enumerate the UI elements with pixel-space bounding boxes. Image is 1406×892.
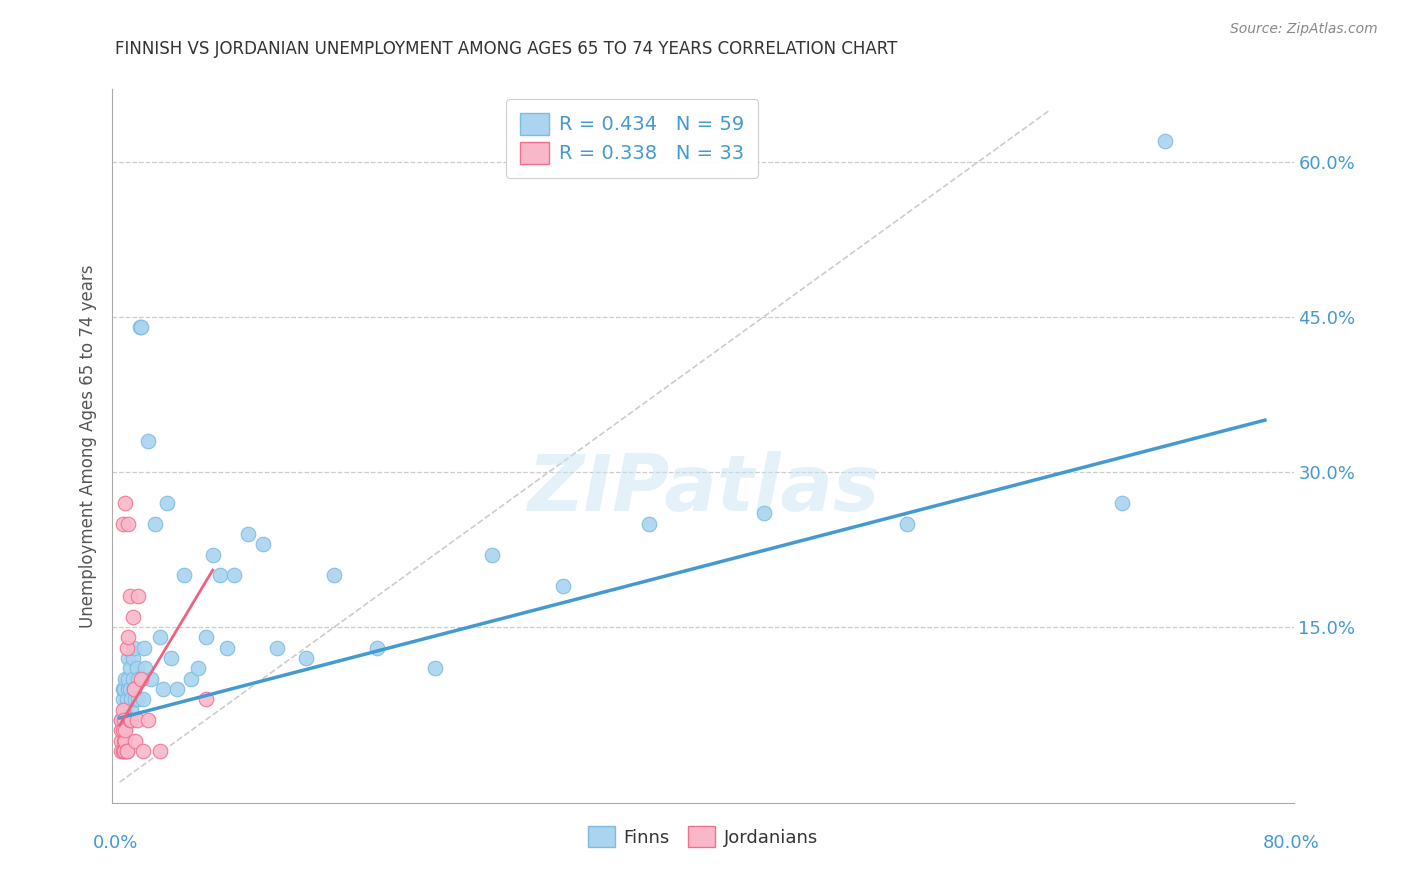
Point: [128, 320, 150, 334]
Point: [120, 713, 142, 727]
Text: 80.0%: 80.0%: [1263, 834, 1319, 852]
Point: [127, 692, 149, 706]
Point: [112, 713, 135, 727]
Point: [132, 640, 155, 655]
Point: [118, 681, 141, 696]
Point: [112, 744, 135, 758]
Point: [115, 744, 138, 758]
Point: [180, 672, 202, 686]
Point: [124, 692, 146, 706]
Point: [115, 692, 138, 706]
Point: [118, 589, 141, 603]
Point: [366, 640, 388, 655]
Point: [110, 744, 132, 758]
Point: [194, 692, 217, 706]
Point: [553, 579, 575, 593]
Text: ZIPatlas: ZIPatlas: [527, 450, 879, 527]
Point: [149, 744, 172, 758]
Point: [127, 672, 149, 686]
Point: [110, 713, 132, 727]
Point: [118, 661, 141, 675]
Point: [115, 713, 138, 727]
Point: [110, 723, 132, 738]
Point: [294, 651, 316, 665]
Point: [134, 661, 156, 675]
Point: [117, 651, 139, 665]
Y-axis label: Unemployment Among Ages 65 to 74 years: Unemployment Among Ages 65 to 74 years: [79, 264, 97, 628]
Point: [1111, 496, 1133, 510]
Point: [752, 506, 775, 520]
Point: [114, 723, 136, 738]
Point: [121, 651, 143, 665]
Point: [111, 703, 134, 717]
Point: [266, 640, 288, 655]
Point: [122, 681, 145, 696]
Point: [638, 516, 661, 531]
Point: [114, 703, 136, 717]
Point: [145, 516, 167, 531]
Point: [166, 681, 188, 696]
Point: [139, 672, 162, 686]
Point: [194, 630, 217, 644]
Point: [129, 672, 152, 686]
Point: [111, 516, 134, 531]
Point: [114, 672, 136, 686]
Point: [121, 609, 143, 624]
Point: [122, 640, 145, 655]
Point: [112, 713, 135, 727]
Point: [136, 434, 159, 448]
Point: [136, 713, 159, 727]
Point: [149, 630, 172, 644]
Point: [125, 661, 148, 675]
Text: Source: ZipAtlas.com: Source: ZipAtlas.com: [1230, 22, 1378, 37]
Point: [156, 496, 179, 510]
Point: [115, 744, 138, 758]
Point: [112, 733, 135, 747]
Point: [323, 568, 346, 582]
Point: [238, 527, 260, 541]
Text: FINNISH VS JORDANIAN UNEMPLOYMENT AMONG AGES 65 TO 74 YEARS CORRELATION CHART: FINNISH VS JORDANIAN UNEMPLOYMENT AMONG …: [115, 40, 897, 58]
Point: [215, 640, 238, 655]
Point: [112, 744, 135, 758]
Text: 0.0%: 0.0%: [93, 834, 138, 852]
Legend: Finns, Jordanians: Finns, Jordanians: [576, 815, 830, 858]
Point: [896, 516, 918, 531]
Point: [111, 681, 134, 696]
Point: [252, 537, 274, 551]
Point: [115, 640, 138, 655]
Point: [131, 744, 153, 758]
Point: [117, 630, 139, 644]
Point: [121, 672, 143, 686]
Point: [481, 548, 503, 562]
Point: [423, 661, 446, 675]
Point: [125, 713, 148, 727]
Point: [187, 661, 209, 675]
Point: [111, 744, 134, 758]
Point: [201, 548, 224, 562]
Point: [152, 681, 174, 696]
Point: [131, 692, 153, 706]
Point: [114, 733, 136, 747]
Point: [112, 681, 135, 696]
Point: [224, 568, 246, 582]
Point: [111, 723, 134, 738]
Point: [173, 568, 195, 582]
Point: [124, 733, 146, 747]
Point: [120, 703, 142, 717]
Point: [160, 651, 183, 665]
Point: [117, 681, 139, 696]
Point: [111, 692, 134, 706]
Point: [120, 692, 142, 706]
Point: [114, 496, 136, 510]
Point: [117, 672, 139, 686]
Point: [208, 568, 231, 582]
Point: [117, 516, 139, 531]
Point: [122, 681, 145, 696]
Point: [129, 320, 152, 334]
Point: [1153, 134, 1175, 148]
Point: [118, 713, 141, 727]
Point: [110, 733, 132, 747]
Point: [127, 589, 149, 603]
Point: [110, 713, 132, 727]
